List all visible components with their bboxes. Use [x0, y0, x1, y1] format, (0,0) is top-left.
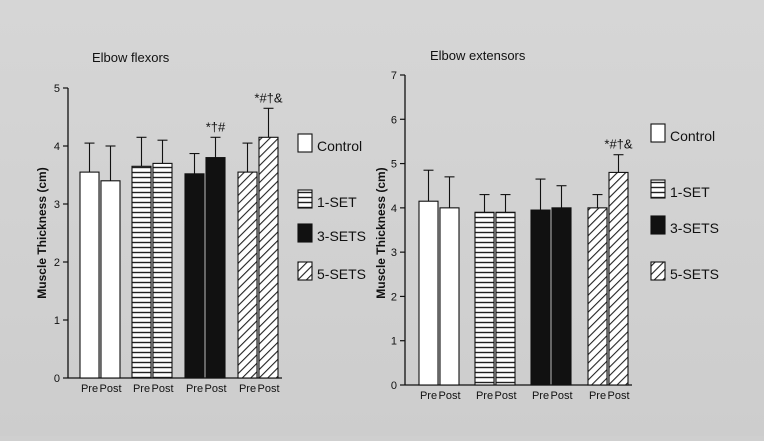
chart-elbow-extensors: Elbow extensors Muscle Thickness (cm) 0 1 2 3…: [374, 48, 719, 402]
y-tick-label: 5: [54, 83, 60, 95]
bar: [608, 171, 629, 386]
bar: [474, 211, 495, 386]
y-tick-label: 3: [54, 199, 60, 211]
bar: [100, 180, 121, 379]
y-axis-label: Muscle Thickness (cm): [374, 167, 388, 298]
legend-label: 3-SETS: [317, 228, 366, 244]
bar: [131, 165, 152, 379]
x-tick-label: Post: [204, 383, 226, 395]
x-tick-label: Pre: [133, 383, 150, 395]
legend-label: 3-SETS: [670, 220, 719, 236]
y-tick-label: 1: [391, 336, 397, 348]
x-tick-label: Pre: [186, 383, 203, 395]
chart-title: Elbow extensors: [430, 48, 526, 63]
legend-swatch: [297, 223, 313, 243]
bar: [258, 136, 279, 379]
chart-elbow-flexors: Elbow flexors Muscle Thickness (cm) 0 1 2 3 4 5…: [35, 50, 366, 395]
significance-label: *†#: [206, 119, 226, 134]
y-tick-label: 1: [54, 315, 60, 327]
legend-label: 1-SET: [670, 184, 710, 200]
legend-label: 1-SET: [317, 194, 357, 210]
bar: [237, 171, 258, 379]
legend-swatch: [297, 261, 313, 281]
legend-swatch: [297, 133, 313, 153]
bar: [184, 173, 205, 379]
bar: [587, 207, 608, 386]
legend-label: Control: [317, 138, 362, 154]
x-tick-label: Post: [607, 390, 629, 402]
x-tick-label: Post: [494, 390, 516, 402]
x-tick-label: Post: [151, 383, 173, 395]
x-tick-label: Post: [438, 390, 460, 402]
legend-swatch: [650, 215, 666, 235]
y-tick-label: 2: [391, 291, 397, 303]
x-tick-label: Pre: [239, 383, 256, 395]
bar: [152, 162, 173, 379]
y-tick-label: 2: [54, 257, 60, 269]
bar: [205, 157, 226, 379]
bar: [79, 171, 100, 379]
x-tick-label: Post: [550, 390, 572, 402]
y-tick-label: 0: [54, 373, 60, 385]
bar: [530, 209, 551, 386]
x-tick-label: Pre: [589, 390, 606, 402]
x-tick-label: Post: [257, 383, 279, 395]
x-tick-label: Pre: [81, 383, 98, 395]
y-tick-label: 0: [391, 380, 397, 392]
y-tick-label: 4: [54, 141, 60, 153]
x-tick-label: Pre: [420, 390, 437, 402]
legend-label: 5-SETS: [317, 266, 366, 282]
legend-swatch: [650, 123, 666, 143]
y-tick-label: 5: [391, 159, 397, 171]
legend-label: 5-SETS: [670, 266, 719, 282]
legend-swatch: [297, 189, 313, 209]
y-tick-label: 7: [391, 70, 397, 82]
chart-title: Elbow flexors: [92, 50, 170, 65]
y-axis-label: Muscle Thickness (cm): [35, 167, 49, 298]
y-tick-label: 6: [391, 114, 397, 126]
x-tick-label: Pre: [476, 390, 493, 402]
x-tick-label: Pre: [532, 390, 549, 402]
bar: [439, 207, 460, 386]
bar: [418, 200, 439, 386]
y-tick-label: 3: [391, 247, 397, 259]
significance-label: *#†&: [254, 90, 283, 105]
legend-swatch: [650, 179, 666, 199]
x-tick-label: Post: [99, 383, 121, 395]
bar: [495, 211, 516, 386]
y-tick-label: 4: [391, 203, 397, 215]
legend-swatch: [650, 261, 666, 281]
significance-label: *#†&: [604, 137, 633, 152]
bar: [551, 207, 572, 386]
legend-label: Control: [670, 128, 715, 144]
